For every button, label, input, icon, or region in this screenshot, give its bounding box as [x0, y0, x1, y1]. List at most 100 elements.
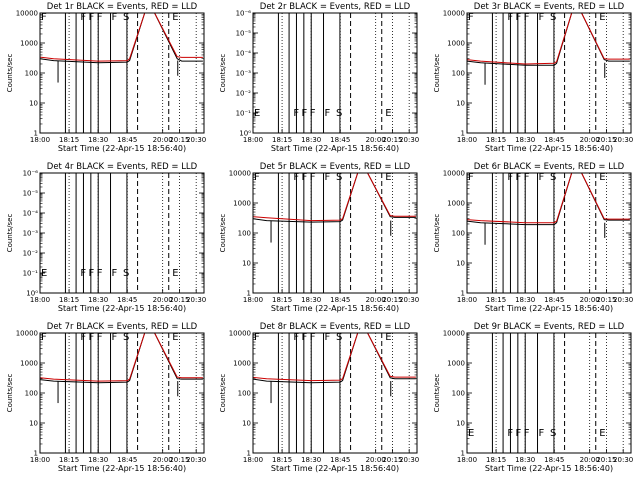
det3-marker-f: F: [507, 12, 513, 23]
det5-xlabel: Start Time (22-Apr-15 18:56:40): [271, 304, 399, 313]
det9-ytick-label: 10: [456, 420, 465, 428]
det6-title: Det 6r BLACK = Events, RED = LLD: [474, 162, 625, 172]
det2-ytick-label: 10⁻¹: [236, 110, 252, 118]
det6-marker-f: F: [539, 172, 545, 183]
det5-marker-s: S: [336, 172, 342, 183]
det3-xtick-label: 18:30: [515, 136, 535, 144]
det3-marker-e: E: [599, 12, 605, 23]
det2-xtick-label: 18:15: [272, 136, 292, 144]
det9-xtick-label: 18:30: [515, 456, 535, 464]
det7-marker-f: F: [97, 332, 103, 343]
det4-xtick-label: 18:45: [117, 296, 137, 304]
det8-xtick-label: 18:15: [272, 456, 292, 464]
det4-xtick-label: 20:15: [169, 296, 189, 304]
det8-series-lld: [252, 332, 416, 382]
det4-ytick-label: 10⁻²: [23, 250, 39, 258]
det6-xtick-label: 18:30: [515, 296, 535, 304]
det3-xtick-label: 18:00: [457, 136, 477, 144]
det5-ytick-label: 10: [242, 260, 251, 268]
det9-marker-e: E: [599, 428, 605, 439]
det7-marker-f: F: [80, 332, 86, 343]
det8-xtick-label: 18:45: [330, 456, 350, 464]
det5-ytick-label: 100: [238, 230, 251, 238]
det8-marker-f: F: [310, 332, 316, 343]
det8-marker-f: F: [254, 332, 260, 343]
det5-ylabel: Counts/sec: [219, 214, 227, 253]
det3-plot-frame: [466, 12, 632, 134]
det1-ytick-label: 100: [25, 70, 38, 78]
det7-xtick-label: 18:45: [117, 456, 137, 464]
det8-marker-s: S: [336, 332, 342, 343]
det9-marker-e: E: [468, 428, 474, 439]
det4-ytick-label: 10⁻¹: [23, 270, 39, 278]
det2-xtick-label: 20:00: [366, 136, 386, 144]
det6-plot-frame: [466, 172, 632, 294]
det5-xtick-label: 20:30: [399, 296, 419, 304]
det9-marker-f: F: [516, 428, 522, 439]
det1-ytick-label: 1: [34, 130, 38, 138]
det9-marker-f: F: [539, 428, 545, 439]
det2-marker-f: F: [325, 108, 331, 119]
det2-xlabel: Start Time (22-Apr-15 18:56:40): [271, 144, 399, 153]
det1-marker-s: S: [123, 12, 129, 23]
det5-xtick-label: 20:15: [382, 296, 402, 304]
det7-xtick-label: 18:30: [88, 456, 108, 464]
det1-marker-e: E: [172, 12, 178, 23]
det3-title: Det 3r BLACK = Events, RED = LLD: [474, 2, 625, 12]
det2-ylabel: Counts/sec: [219, 54, 227, 93]
det3-ylabel: Counts/sec: [433, 54, 441, 93]
det7-xtick-label: 20:30: [186, 456, 206, 464]
det4-title: Det 4r BLACK = Events, RED = LLD: [47, 162, 198, 172]
det1-xtick-label: 18:00: [30, 136, 50, 144]
det9-ytick-label: 10000: [443, 330, 465, 338]
det6-marker-f: F: [516, 172, 522, 183]
det3-marker-s: S: [550, 12, 556, 23]
det9-marker-f: F: [507, 428, 513, 439]
det4-xtick-label: 20:00: [153, 296, 173, 304]
det5-xtick-label: 18:15: [272, 296, 292, 304]
det7-xtick-label: 18:00: [30, 456, 50, 464]
det2-xtick-label: 20:15: [382, 136, 402, 144]
det1-xlabel: Start Time (22-Apr-15 18:56:40): [58, 144, 186, 153]
det7-title: Det 7r BLACK = Events, RED = LLD: [47, 322, 198, 332]
det2-title: Det 2r BLACK = Events, RED = LLD: [260, 2, 411, 12]
det7-ytick-label: 100: [25, 390, 38, 398]
det1-xtick-label: 18:15: [59, 136, 79, 144]
det5-ytick-label: 10000: [229, 170, 251, 178]
det8-xtick-label: 20:00: [366, 456, 386, 464]
det1-xtick-label: 20:00: [153, 136, 173, 144]
det3-xtick-label: 20:30: [613, 136, 633, 144]
det9-xtick-label: 18:15: [486, 456, 506, 464]
det1-ylabel: Counts/sec: [6, 54, 14, 93]
det9-xtick-label: 18:00: [457, 456, 477, 464]
det6-ytick-label: 100: [452, 230, 465, 238]
det5-xtick-label: 18:30: [301, 296, 321, 304]
det4-ytick-label: 10⁻⁶: [23, 170, 39, 178]
det1-marker-f: F: [89, 12, 95, 23]
det7-marker-f: F: [41, 332, 47, 343]
det6-xtick-label: 20:30: [613, 296, 633, 304]
det9-plot-frame: [466, 332, 632, 454]
det6-marker-f: F: [468, 172, 474, 183]
det4-plot-frame: [39, 172, 205, 294]
det3-ytick-label: 10: [456, 100, 465, 108]
det9-marker-s: S: [550, 428, 556, 439]
det9-xtick-label: 20:15: [596, 456, 616, 464]
det6-xtick-label: 18:15: [486, 296, 506, 304]
det9-ytick-label: 1000: [447, 360, 465, 368]
det4-marker-e: E: [41, 268, 47, 279]
det7-xtick-label: 20:15: [169, 456, 189, 464]
det5-marker-f: F: [293, 172, 299, 183]
det4-ytick-label: 10⁻⁴: [23, 210, 39, 218]
det3-ytick-label: 10000: [443, 10, 465, 18]
det1-xtick-label: 20:30: [186, 136, 206, 144]
det5-marker-e: E: [385, 172, 391, 183]
det6-xlabel: Start Time (22-Apr-15 18:56:40): [485, 304, 613, 313]
det8-marker-f: F: [302, 332, 308, 343]
det6-marker-s: S: [550, 172, 556, 183]
det6-ylabel: Counts/sec: [433, 214, 441, 253]
det3-marker-f: F: [516, 12, 522, 23]
det5-plot-frame: [252, 172, 418, 294]
